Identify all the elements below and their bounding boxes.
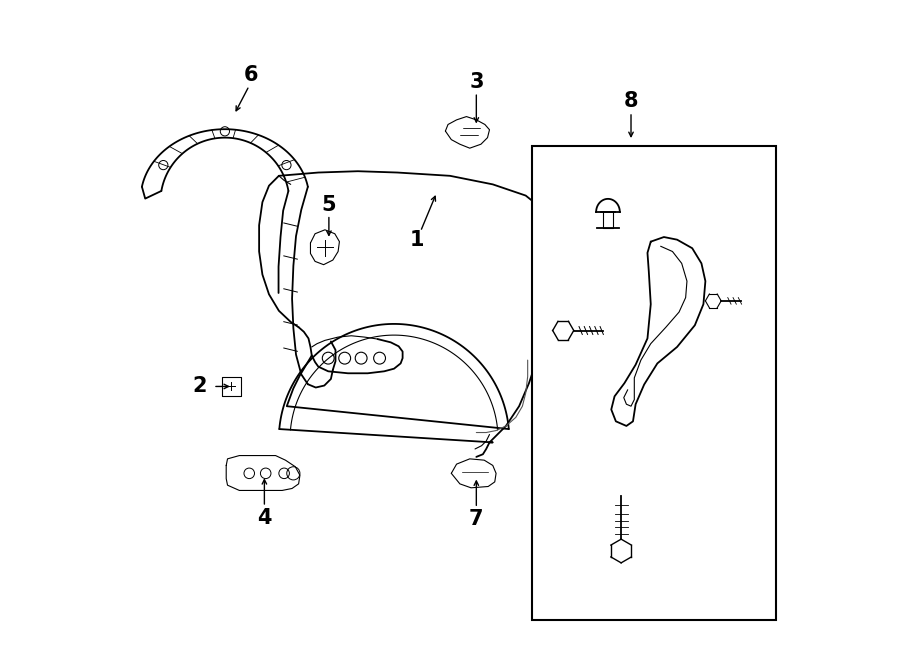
Text: 7: 7 [469,510,483,529]
Text: 8: 8 [624,91,638,112]
Text: 2: 2 [193,377,207,397]
Text: 4: 4 [257,508,272,528]
Text: 1: 1 [410,229,424,250]
Bar [532,146,776,620]
Text: 3: 3 [469,72,483,93]
Text: 5: 5 [321,196,337,215]
Text: 6: 6 [244,65,258,85]
